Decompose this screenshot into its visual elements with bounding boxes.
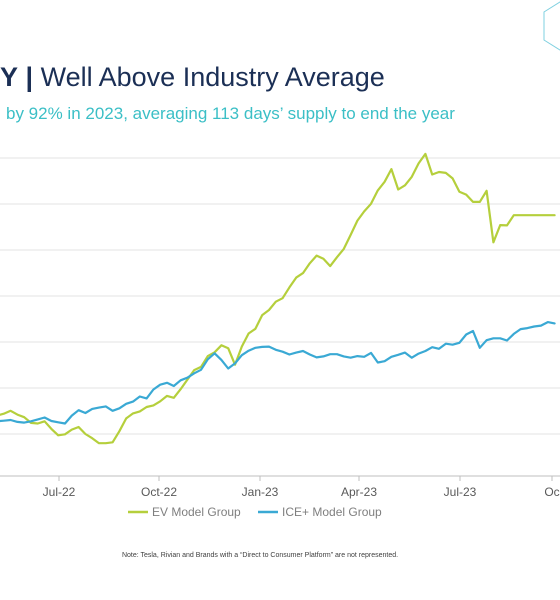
legend-item-ice: ICE+ Model Group (258, 505, 382, 519)
legend: EV Model Group ICE+ Model Group (128, 505, 382, 519)
title-prefix: Y (0, 62, 19, 92)
line-chart: Jul-22 Oct-22 Jan-23 Apr-23 Jul-23 Oc EV Mode… (0, 152, 560, 519)
grid-lines (0, 157, 560, 435)
chart-title: Y | Well Above Industry Average (0, 62, 385, 93)
title-separator: | (25, 62, 34, 92)
legend-label: ICE+ Model Group (282, 505, 382, 519)
ev-series-line (0, 152, 556, 445)
x-axis: Jul-22 Oct-22 Jan-23 Apr-23 Jul-23 Oc (0, 475, 560, 499)
hexagon-logo-icon (543, 1, 560, 51)
series-lines (0, 152, 556, 445)
x-tick-label: Oct-22 (141, 485, 177, 499)
x-tick-label: Jan-23 (242, 485, 279, 499)
x-tick-label: Oc (544, 485, 559, 499)
chart-subtitle: by 92% in 2023, averaging 113 days’ supp… (6, 104, 455, 123)
legend-item-ev: EV Model Group (128, 505, 241, 519)
x-tick-label: Apr-23 (341, 485, 377, 499)
footnote: Note: Tesla, Rivian and Brands with a “D… (121, 552, 399, 559)
legend-label: EV Model Group (152, 505, 241, 519)
x-tick-label: Jul-22 (43, 485, 76, 499)
ice-series-line (0, 321, 556, 425)
title-main: Well Above Industry Average (40, 62, 385, 92)
x-tick-label: Jul-23 (444, 485, 477, 499)
